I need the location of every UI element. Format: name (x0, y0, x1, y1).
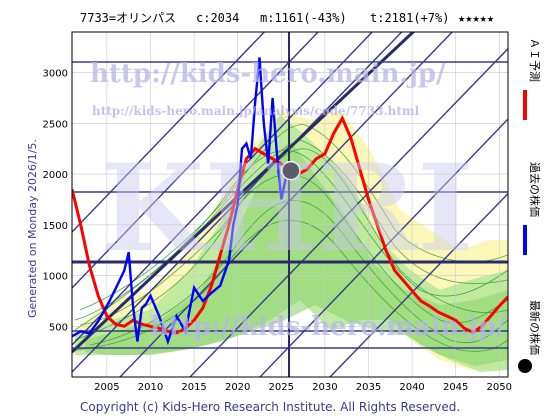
y-tick-label: 1000 (43, 272, 68, 283)
x-tick-label: 2050 (487, 382, 512, 393)
copyright-footer: Copyright (c) Kids-Hero Research Institu… (80, 400, 460, 414)
x-tick-label: 2035 (356, 382, 381, 393)
min-price: m:1161(-43%) (260, 11, 347, 25)
y-tick-label: 1500 (43, 221, 68, 232)
latest-price-marker (281, 160, 301, 181)
chart-header: 7733=オリンパス c:2034 m:1161(-43%) t:2181(+7… (80, 11, 494, 25)
x-tick-label: 2015 (181, 382, 206, 393)
y-tick-label: 500 (49, 322, 68, 333)
legend-swatch-latest (518, 359, 532, 373)
x-tick-label: 2030 (312, 382, 337, 393)
legend-label-latest: 最新の株価 (528, 300, 542, 355)
x-tick-label: 2040 (399, 382, 424, 393)
past-price-line (72, 57, 292, 346)
watermark-url-bottom: http://kids-hero.main.jp/ (150, 312, 506, 342)
y-axis: 500 1000 1500 2000 2500 3000 (43, 69, 68, 334)
x-tick-label: 2005 (94, 382, 119, 393)
x-axis: 2005 2010 2015 2020 2025 2030 2035 2040 2045 2050 (94, 382, 512, 393)
legend-label-past: 過去の株価 (528, 162, 542, 217)
generated-date-note: Generated on Monday 2026/1/5. (26, 139, 39, 318)
legend-label-ai: ＡＩ予測 (528, 38, 542, 82)
x-tick-label: 2010 (138, 382, 163, 393)
y-tick-label: 2000 (43, 170, 68, 181)
ticker-label: 7733=オリンパス (80, 11, 176, 25)
watermark-logo: KHRI (100, 138, 474, 279)
plot-border (71, 31, 509, 378)
y-tick-label: 3000 (43, 69, 68, 80)
legend: ＡＩ予測 過去の株価 最新の株価 (518, 38, 542, 373)
y-tick-label: 2500 (43, 119, 68, 130)
watermark-url-main: http://kids-hero.main.jp/ (90, 59, 446, 89)
watermark-url-sub: http://kids-hero.main.jp/analysis/code/7… (92, 104, 420, 118)
rating-stars: ★★★★★ (458, 11, 494, 25)
target-price: t:2181(+7%) (370, 11, 449, 25)
x-tick-label: 2025 (269, 382, 294, 393)
current-price: c:2034 (196, 11, 239, 25)
x-tick-label: 2045 (443, 382, 468, 393)
x-tick-label: 2020 (225, 382, 250, 393)
